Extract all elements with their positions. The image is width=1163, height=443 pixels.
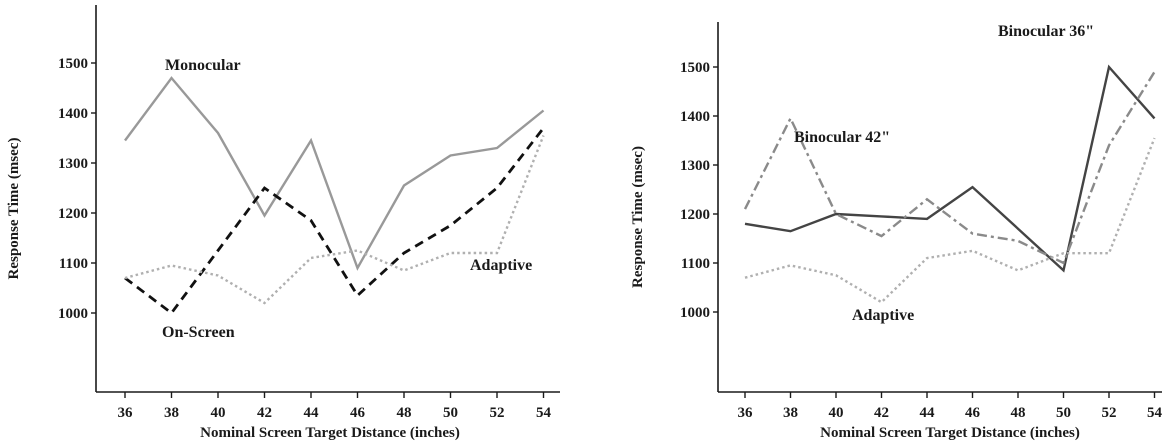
chart-1: 1000 1100 1200 1300 1400 1500 36 38 40 42 44 46 48 50… xyxy=(6,5,560,441)
x-tick-label: 52 xyxy=(1102,405,1117,421)
x-tick-label: 52 xyxy=(490,405,505,421)
x-tick-label: 38 xyxy=(783,405,798,421)
x-tick-label: 42 xyxy=(257,405,272,421)
x-tick-label: 38 xyxy=(164,405,179,421)
x-tick-label: 50 xyxy=(1056,405,1071,421)
series-line-binocular-42 xyxy=(743,71,1156,265)
series-line-on-screen xyxy=(124,127,545,315)
series-annotation: Adaptive xyxy=(470,257,532,274)
y-tick-label: 1000 xyxy=(680,305,710,321)
x-tick-label: 40 xyxy=(829,405,844,421)
y-axis-label: Response Time (msec) xyxy=(6,138,22,280)
y-tick-label: 1300 xyxy=(58,156,88,172)
y-tick-label: 1000 xyxy=(58,306,88,322)
x-tick-label: 48 xyxy=(1011,405,1026,421)
x-tick-label: 46 xyxy=(965,405,981,421)
x-tick-label: 46 xyxy=(350,405,366,421)
y-tick-label: 1200 xyxy=(58,206,88,222)
series-line-monocular xyxy=(124,76,545,271)
x-axis-label: Nominal Screen Target Distance (inches) xyxy=(200,425,460,441)
y-axis-label: Response Time (msec) xyxy=(630,146,646,288)
series-annotation: Binocular 42" xyxy=(794,129,890,146)
series-line-adaptive xyxy=(124,135,545,305)
x-tick-label: 36 xyxy=(738,405,754,421)
y-tick-label: 1300 xyxy=(680,158,710,174)
series-annotation: Binocular 36" xyxy=(998,23,1094,40)
series-line-binocular-36 xyxy=(744,64,1156,273)
x-tick-label: 36 xyxy=(118,405,134,421)
x-tick-label: 50 xyxy=(443,405,458,421)
y-tick-label: 1500 xyxy=(58,56,88,72)
x-tick-label: 42 xyxy=(874,405,889,421)
chart-2: 1000 1100 1200 1300 1400 1500 36 38 40 42 44 46 48 50… xyxy=(630,22,1163,441)
y-tick-label: 1400 xyxy=(58,106,88,122)
series-annotation: Monocular xyxy=(165,57,241,74)
x-tick-label: 48 xyxy=(397,405,412,421)
x-tick-label: 44 xyxy=(920,405,936,421)
y-tick-label: 1500 xyxy=(680,60,710,76)
series-line-adaptive xyxy=(744,137,1156,304)
x-tick-label: 54 xyxy=(1147,405,1163,421)
series-annotation: On-Screen xyxy=(162,324,235,341)
x-tick-label: 44 xyxy=(304,405,320,421)
series-annotation: Adaptive xyxy=(852,307,914,324)
x-axis-label: Nominal Screen Target Distance (inches) xyxy=(820,425,1080,441)
y-tick-label: 1100 xyxy=(59,256,88,272)
x-tick-label: 54 xyxy=(536,405,552,421)
y-tick-label: 1100 xyxy=(681,256,710,272)
y-tick-label: 1400 xyxy=(680,109,710,125)
x-tick-label: 40 xyxy=(211,405,226,421)
y-tick-label: 1200 xyxy=(680,207,710,223)
